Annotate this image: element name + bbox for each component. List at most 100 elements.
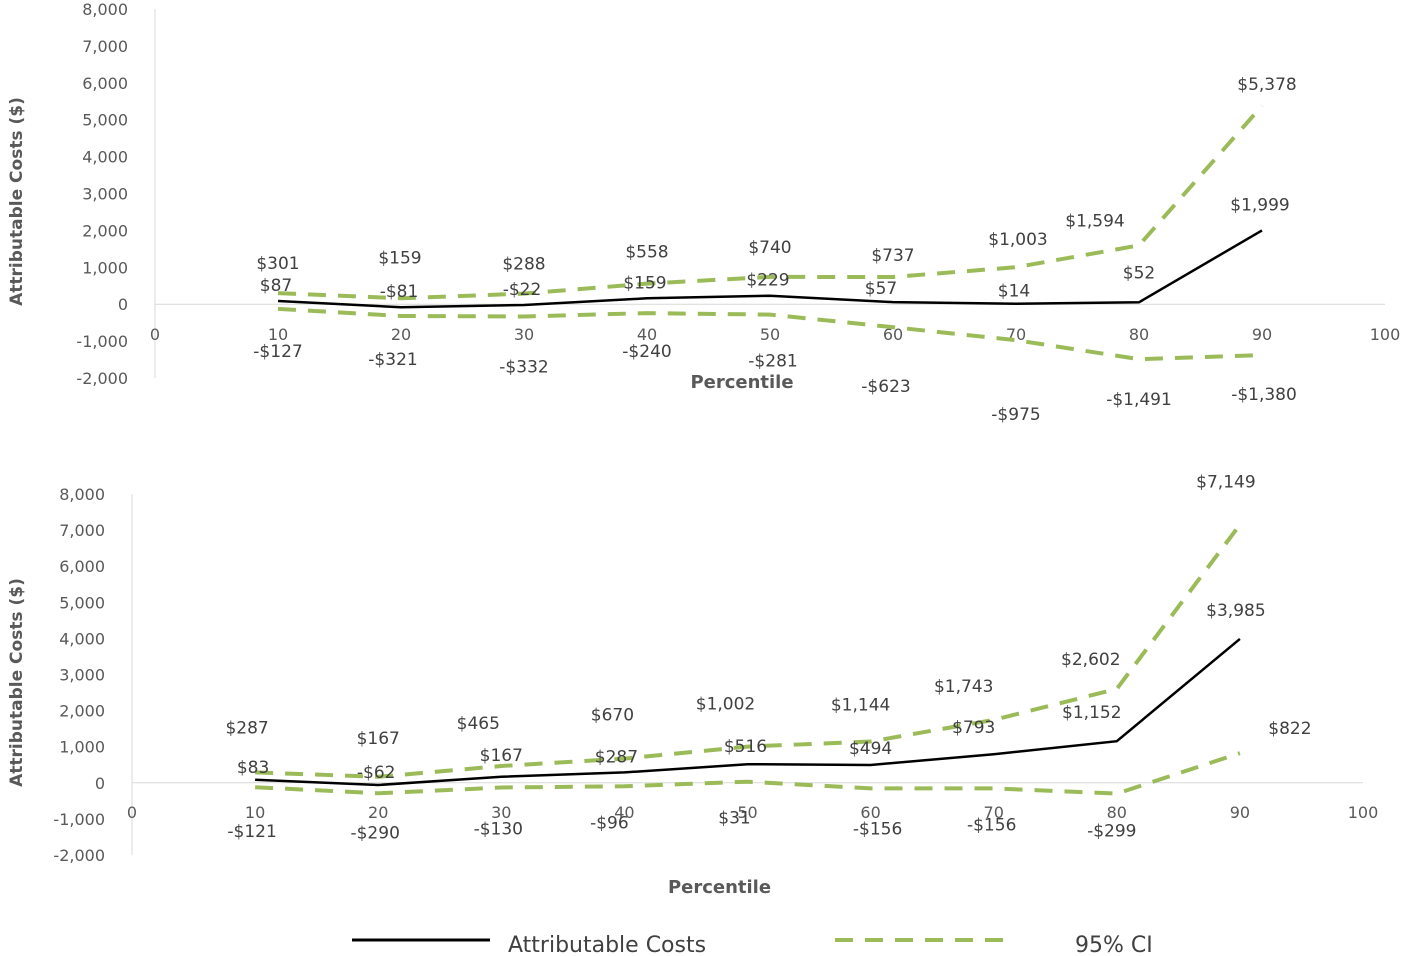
data-label-ci-upper: $1,003 (988, 230, 1047, 250)
series-line-attributable-costs (255, 637, 1241, 787)
x-tick-label: 80 (1129, 325, 1149, 344)
data-label-ci-upper: $1,594 (1065, 211, 1124, 231)
y-tick-label: 3,000 (82, 185, 128, 204)
data-label-attributable-costs: $3,985 (1206, 601, 1265, 621)
data-label-ci-lower: -$130 (474, 819, 523, 839)
y-tick-label: 7,000 (59, 521, 105, 540)
data-label-ci-upper: $1,144 (831, 696, 890, 716)
data-label-ci-lower: -$975 (991, 405, 1040, 425)
data-label-attributable-costs: $793 (952, 718, 995, 738)
data-label-attributable-costs: $14 (998, 282, 1030, 302)
x-tick-label: 30 (491, 803, 511, 822)
data-label-ci-upper: $5,378 (1237, 75, 1296, 95)
data-label-ci-lower: $31 (718, 809, 750, 829)
data-label-ci-upper: $159 (378, 248, 421, 268)
data-label-ci-lower: $822 (1268, 719, 1311, 739)
data-label-attributable-costs: -$81 (380, 282, 419, 302)
legend-label-95-ci: 95% CI (1075, 933, 1153, 956)
data-label-ci-upper: $2,602 (1061, 650, 1120, 670)
chart-top: 8,000 7,000 6,000 5,000 4,000 3,000 2,000 1,000… (7, 0, 1400, 425)
y-tick-label: 2,000 (59, 702, 105, 721)
data-label-ci-upper: $301 (256, 254, 299, 274)
y-tick-label: 2,000 (82, 221, 128, 240)
data-label-ci-upper: $7,149 (1196, 473, 1255, 493)
x-tick-label: 70 (984, 803, 1004, 822)
data-label-ci-upper: $670 (591, 706, 634, 726)
y-tick-label: 0 (95, 774, 105, 793)
x-tick-label: 30 (514, 325, 534, 344)
x-tick-label: 60 (860, 803, 880, 822)
data-label-ci-lower: -$156 (853, 819, 902, 839)
y-tick-label: 6,000 (59, 557, 105, 576)
data-label-ci-lower: -$96 (590, 813, 629, 833)
series-line-attributable-costs (277, 229, 1263, 309)
data-label-ci-lower: -$121 (227, 822, 276, 842)
legend-label-attributable-costs: Attributable Costs (508, 933, 706, 956)
data-label-ci-upper: $1,002 (696, 695, 755, 715)
x-axis-title: Percentile (690, 372, 793, 393)
x-tick-label: 20 (391, 325, 411, 344)
data-label-ci-lower: -$321 (368, 350, 417, 370)
data-label-attributable-costs: $229 (746, 271, 789, 291)
x-tick-label: 40 (614, 803, 634, 822)
y-tick-label: 5,000 (82, 111, 128, 130)
x-tick-label: 20 (368, 803, 388, 822)
x-tick-label: 50 (737, 803, 757, 822)
x-tick-label: 60 (883, 325, 903, 344)
data-label-ci-upper: $287 (225, 718, 268, 738)
data-label-ci-lower: -$623 (861, 377, 910, 397)
y-tick-label: 8,000 (82, 0, 128, 19)
data-label-attributable-costs: $1,999 (1230, 195, 1289, 215)
data-label-ci-upper: $558 (625, 243, 668, 263)
data-label-attributable-costs: $57 (865, 279, 897, 299)
data-label-attributable-costs: $167 (480, 746, 523, 766)
x-tick-label: 80 (1107, 803, 1127, 822)
series-line-ci-upper (277, 104, 1264, 301)
y-tick-label: -2,000 (76, 369, 128, 388)
series-line-ci-lower (255, 751, 1241, 796)
data-label-attributable-costs: -$62 (357, 763, 396, 783)
data-label-attributable-costs: $87 (260, 276, 292, 296)
data-label-ci-upper: $740 (748, 238, 791, 258)
x-tick-label: 0 (150, 325, 160, 344)
y-tick-label: 4,000 (59, 629, 105, 648)
data-label-ci-lower: -$1,380 (1231, 385, 1297, 405)
x-tick-label: 100 (1370, 325, 1401, 344)
data-label-ci-lower: -$299 (1087, 822, 1136, 842)
data-label-ci-lower: -$127 (253, 342, 302, 362)
data-label-ci-upper: $737 (871, 246, 914, 266)
y-tick-label: -2,000 (53, 846, 105, 865)
y-tick-label: 0 (118, 295, 128, 314)
x-tick-label: 90 (1230, 803, 1250, 822)
x-tick-label: 10 (245, 803, 265, 822)
y-tick-label: 1,000 (82, 258, 128, 277)
y-tick-label: -1,000 (53, 810, 105, 829)
x-tick-label: 50 (760, 325, 780, 344)
y-axis-title: Attributable Costs ($) (7, 97, 27, 306)
data-label-attributable-costs: $52 (1123, 263, 1155, 283)
legend: Attributable Costs 95% CI (352, 933, 1153, 956)
x-tick-label: 10 (268, 325, 288, 344)
data-label-ci-upper: $167 (357, 729, 400, 749)
x-tick-label: 40 (637, 325, 657, 344)
data-label-ci-lower: -$1,491 (1106, 390, 1172, 410)
data-label-attributable-costs: $287 (595, 747, 638, 767)
data-label-attributable-costs: $159 (623, 273, 666, 293)
data-label-attributable-costs: $1,152 (1062, 703, 1121, 723)
data-label-ci-upper: $1,743 (934, 677, 993, 697)
x-tick-label: 0 (127, 803, 137, 822)
data-label-attributable-costs: $494 (849, 739, 892, 759)
chart-bottom: 8,000 7,000 6,000 5,000 4,000 3,000 2,000 1,000… (7, 473, 1378, 898)
data-label-ci-lower: -$156 (967, 815, 1016, 835)
y-tick-label: 7,000 (82, 37, 128, 56)
y-tick-label: 8,000 (59, 485, 105, 504)
data-label-attributable-costs: $516 (724, 737, 767, 757)
y-tick-label: 1,000 (59, 738, 105, 757)
y-tick-label: -1,000 (76, 332, 128, 351)
series-line-ci-upper (255, 523, 1242, 779)
data-label-ci-upper: $465 (457, 714, 500, 734)
data-label-attributable-costs: $83 (237, 758, 269, 778)
data-label-ci-lower: -$240 (622, 342, 671, 362)
y-tick-label: 6,000 (82, 74, 128, 93)
